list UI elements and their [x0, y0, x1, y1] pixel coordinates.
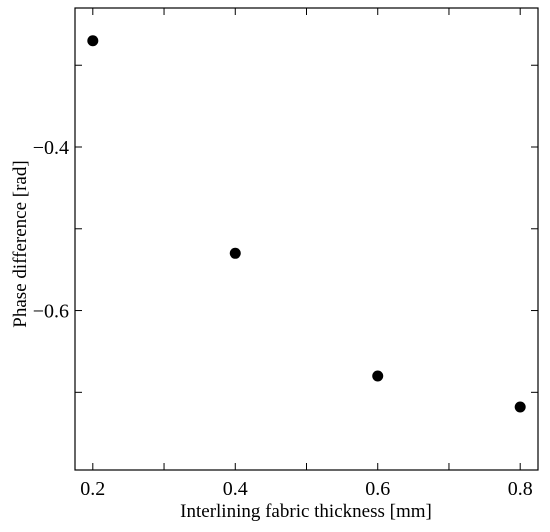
x-axis-label: Interlining fabric thickness [mm] [180, 501, 432, 522]
data-point [514, 401, 526, 413]
data-point [229, 247, 241, 259]
x-tick-label: 0.4 [223, 478, 248, 500]
x-tick-label: 0.8 [508, 478, 533, 500]
data-point [87, 35, 99, 47]
axes [74, 7, 539, 471]
data-points [87, 35, 526, 413]
data-point [372, 370, 384, 382]
plot-frame [74, 7, 539, 471]
y-tick-label: −0.6 [33, 301, 69, 323]
y-tick-label: −0.4 [33, 137, 69, 159]
ticks: 0.2 0.4 0.6 0.8 −0.4 −0.6 [33, 8, 538, 500]
x-tick-label: 0.6 [365, 478, 390, 500]
y-axis-label: Phase difference [rad] [10, 160, 31, 327]
x-tick-label: 0.2 [80, 478, 105, 500]
